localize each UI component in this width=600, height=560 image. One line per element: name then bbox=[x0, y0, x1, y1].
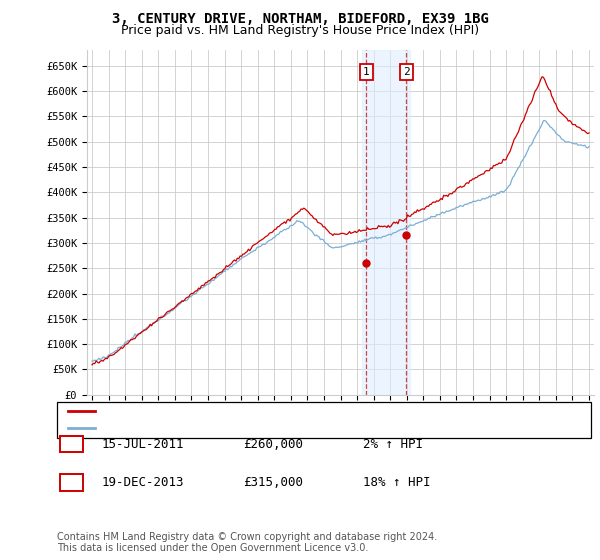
Text: 15-JUL-2011: 15-JUL-2011 bbox=[102, 437, 185, 451]
Text: 19-DEC-2013: 19-DEC-2013 bbox=[102, 475, 185, 489]
Text: Price paid vs. HM Land Registry's House Price Index (HPI): Price paid vs. HM Land Registry's House … bbox=[121, 24, 479, 36]
Text: 2: 2 bbox=[403, 67, 409, 77]
Text: 2: 2 bbox=[68, 475, 75, 489]
Text: 1: 1 bbox=[362, 67, 370, 77]
Bar bbox=[362, 50, 410, 395]
Text: 3, CENTURY DRIVE, NORTHAM, BIDEFORD, EX39 1BG (detached house): 3, CENTURY DRIVE, NORTHAM, BIDEFORD, EX3… bbox=[101, 405, 542, 418]
Text: Contains HM Land Registry data © Crown copyright and database right 2024.
This d: Contains HM Land Registry data © Crown c… bbox=[57, 531, 437, 553]
Text: £315,000: £315,000 bbox=[243, 475, 303, 489]
Text: 2% ↑ HPI: 2% ↑ HPI bbox=[363, 437, 423, 451]
Text: 18% ↑ HPI: 18% ↑ HPI bbox=[363, 475, 431, 489]
Text: 3, CENTURY DRIVE, NORTHAM, BIDEFORD, EX39 1BG: 3, CENTURY DRIVE, NORTHAM, BIDEFORD, EX3… bbox=[112, 12, 488, 26]
Text: HPI: Average price, detached house, Torridge: HPI: Average price, detached house, Torr… bbox=[101, 422, 415, 435]
Text: 1: 1 bbox=[68, 437, 75, 451]
Text: £260,000: £260,000 bbox=[243, 437, 303, 451]
